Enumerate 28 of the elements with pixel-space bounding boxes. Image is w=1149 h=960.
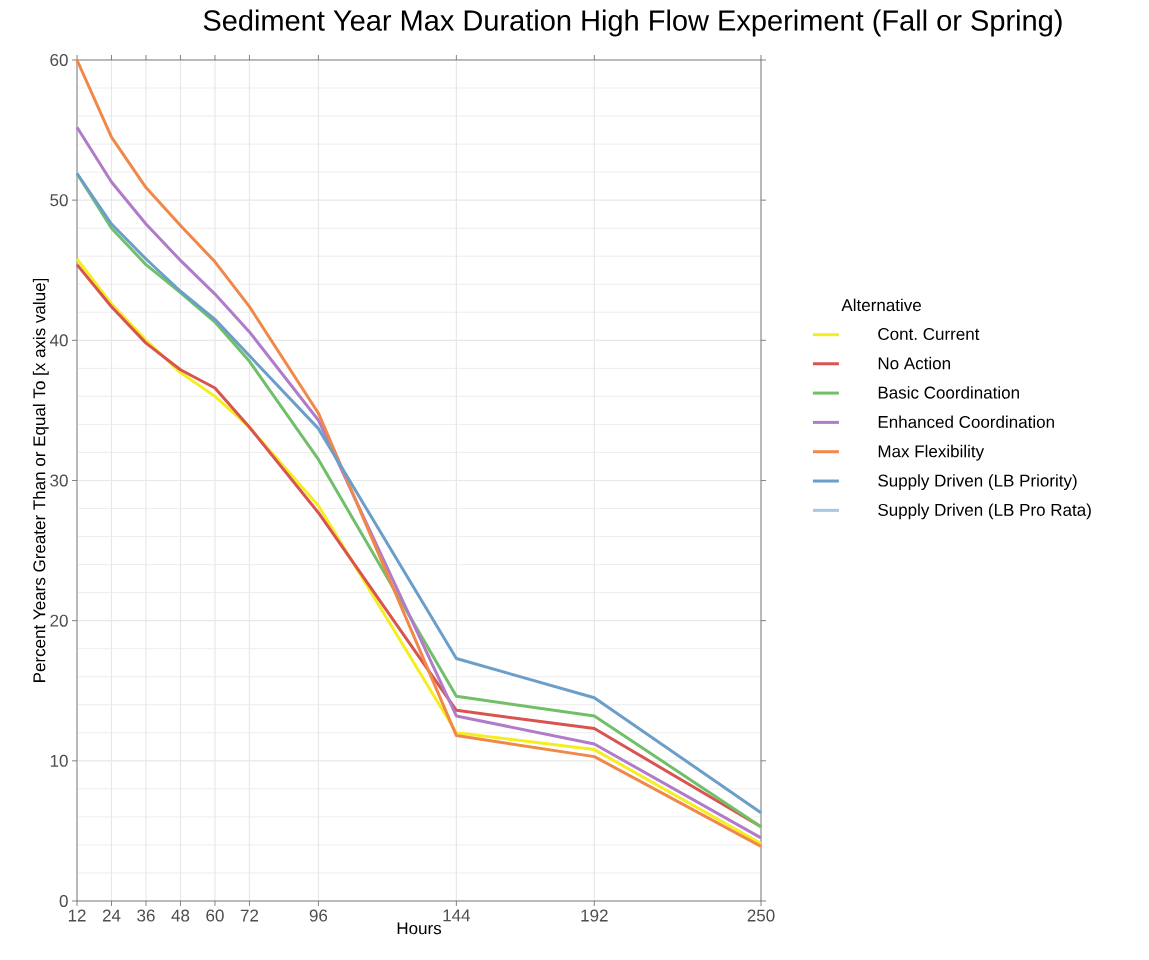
y-tick-label: 40 [49, 334, 68, 347]
legend-title: Alternative [841, 298, 921, 312]
y-tick-label: 0 [59, 894, 68, 908]
y-tick-label: 20 [50, 614, 68, 627]
legend-label: Supply Driven (LB Priority) [878, 474, 1077, 490]
legend-label: No Action [878, 356, 950, 370]
y-tick-label: 30 [50, 474, 68, 487]
x-tick-label: 12 [68, 909, 86, 922]
y-tick-label: 50 [50, 194, 68, 207]
x-tick-label: 36 [137, 909, 155, 922]
x-tick-label: 192 [581, 909, 608, 922]
y-axis-title: Percent Years Greater Than or Equal To [x axis value] [32, 278, 49, 682]
legend-label: Basic Coordination [878, 386, 1019, 399]
y-tick-label: 10 [50, 754, 68, 767]
legend-label: Supply Driven (LB Pro Rata) [878, 503, 1091, 520]
x-tick-label: 144 [443, 909, 471, 922]
legend-label: Cont. Current [878, 327, 980, 341]
chart-title: Sediment Year Max Duration High Flow Experiment (Fall or Spring) [203, 9, 1062, 37]
x-tick-label: 24 [102, 909, 121, 922]
legend-label: Max Flexibility [878, 444, 985, 461]
x-tick-label: 48 [171, 909, 190, 922]
y-tick-label: 60 [50, 53, 68, 67]
x-tick-label: 72 [240, 909, 259, 922]
x-tick-label: 250 [747, 909, 775, 922]
legend-label: Enhanced Coordination [878, 415, 1054, 428]
x-axis-title: Hours [397, 922, 442, 935]
x-tick-label: 96 [309, 909, 328, 922]
x-tick-label: 60 [206, 909, 224, 922]
